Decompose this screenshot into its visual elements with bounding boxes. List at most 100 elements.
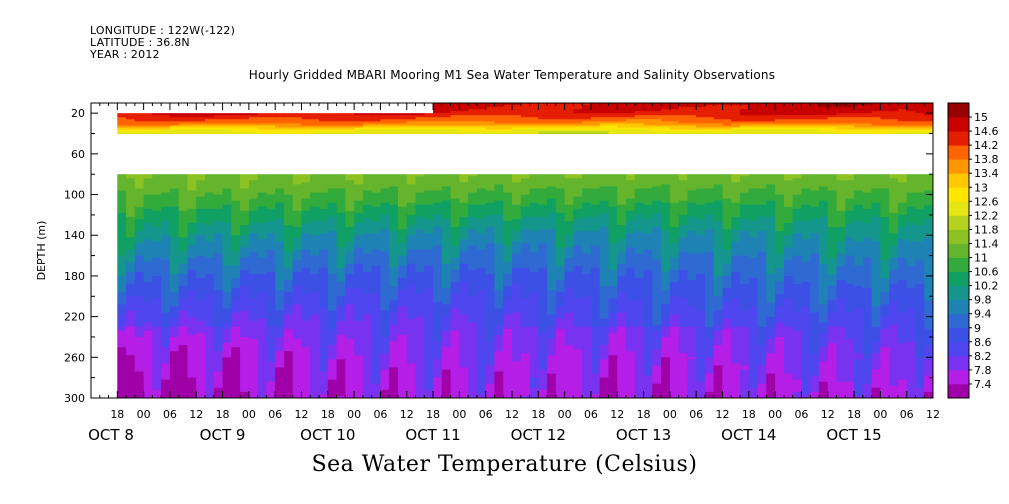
heat-cell <box>336 371 346 375</box>
heat-cell <box>415 277 425 281</box>
heat-cell <box>424 267 434 271</box>
heat-cell <box>266 275 276 279</box>
heat-cell <box>319 119 329 122</box>
heat-cell <box>362 255 373 259</box>
heat-cell <box>397 233 408 236</box>
heat-cell <box>248 223 259 226</box>
heat-cell <box>292 190 303 194</box>
heat-cell <box>433 202 443 206</box>
heat-cell <box>196 123 206 126</box>
heat-cell <box>336 174 346 177</box>
heat-cell <box>257 192 268 196</box>
heat-cell <box>319 125 329 129</box>
heat-cell <box>231 221 241 224</box>
heat-cell <box>248 180 259 183</box>
heat-cell <box>371 290 382 293</box>
heat-cell <box>310 282 320 285</box>
heat-cell <box>327 249 338 253</box>
heat-cell <box>424 229 434 232</box>
heat-cell <box>196 318 206 322</box>
heat-cell <box>161 271 171 275</box>
heat-cell <box>205 249 215 253</box>
heat-cell <box>450 190 460 194</box>
heat-cell <box>319 247 329 251</box>
heat-cell <box>248 385 259 389</box>
heat-cell <box>213 302 224 306</box>
heat-cell <box>301 292 311 295</box>
heat-cell <box>161 121 171 124</box>
heat-cell <box>319 349 329 352</box>
heat-cell <box>134 379 145 383</box>
heat-cell <box>187 241 197 244</box>
heat-cell <box>152 176 162 179</box>
heat-cell <box>319 121 329 124</box>
heat-cell <box>169 192 180 196</box>
heat-cell <box>468 282 478 285</box>
heat-cell <box>257 310 268 314</box>
heat-cell <box>231 251 241 255</box>
heat-cell <box>450 359 460 362</box>
heat-cell <box>327 218 338 222</box>
heat-cell <box>450 324 460 328</box>
heat-cell <box>196 233 206 236</box>
heat-cell <box>450 186 460 190</box>
heat-cell <box>213 196 224 200</box>
heat-cell <box>468 318 478 322</box>
heat-cell <box>240 308 250 312</box>
heat-cell <box>292 269 303 273</box>
heat-cell <box>424 306 434 310</box>
heat-cell <box>345 316 355 320</box>
heat-cell <box>248 359 259 362</box>
heat-cell <box>397 341 408 344</box>
heat-cell <box>389 341 399 344</box>
heat-cell <box>169 369 180 373</box>
heat-cell <box>424 123 434 126</box>
heat-cell <box>248 229 259 232</box>
heat-cell <box>169 245 180 249</box>
heat-cell <box>143 328 153 332</box>
heat-cell <box>283 395 294 398</box>
heat-cell <box>459 119 469 122</box>
heat-cell <box>371 365 382 369</box>
heat-cell <box>362 182 373 185</box>
heat-cell <box>433 125 443 129</box>
heat-cell <box>213 174 224 177</box>
heat-cell <box>143 326 153 330</box>
heat-cell <box>301 117 311 120</box>
heat-cell <box>327 216 338 220</box>
heat-cell <box>134 216 145 220</box>
heat-cell <box>459 339 469 342</box>
heat-cell <box>310 377 320 381</box>
heat-cell <box>468 121 478 124</box>
heat-cell <box>292 355 303 358</box>
heat-cell <box>161 336 171 340</box>
heat-cell <box>415 381 425 385</box>
heat-cell <box>213 336 224 340</box>
heat-cell <box>397 174 408 177</box>
heat-cell <box>152 255 162 259</box>
heat-cell <box>450 255 460 259</box>
heat-cell <box>292 288 303 291</box>
heat-cell <box>424 127 434 131</box>
heat-cell <box>222 184 232 188</box>
heat-cell <box>389 310 399 314</box>
heat-cell <box>231 192 241 196</box>
heat-cell <box>152 184 162 188</box>
heat-cell <box>169 275 180 279</box>
heat-cell <box>397 292 408 295</box>
heat-cell <box>143 353 153 356</box>
heat-cell <box>126 206 136 210</box>
heat-cell <box>187 385 197 389</box>
heat-cell <box>231 298 241 301</box>
heat-cell <box>327 194 338 198</box>
heat-cell <box>380 235 390 238</box>
heat-cell <box>205 194 215 198</box>
heat-cell <box>257 339 268 342</box>
heat-cell <box>441 119 452 122</box>
heat-cell <box>433 190 443 194</box>
heat-cell <box>459 241 469 244</box>
heat-cell <box>389 208 399 212</box>
heat-cell <box>319 357 329 360</box>
heat-cell <box>468 377 478 381</box>
